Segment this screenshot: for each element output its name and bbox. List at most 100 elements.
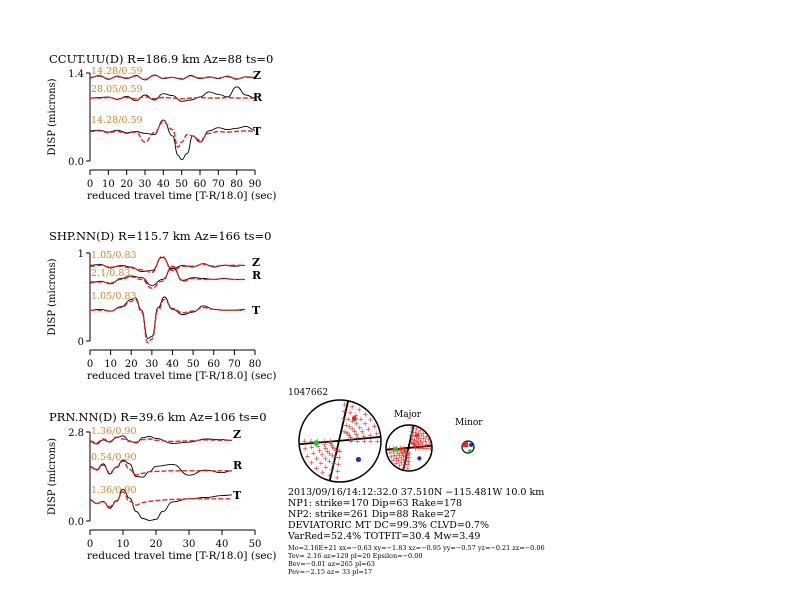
x-tick-label: 20 (125, 359, 138, 370)
polarity-mark: + (352, 428, 358, 436)
y-tick-label: 0.0 (68, 517, 84, 528)
x-tick-label: 20 (120, 179, 133, 190)
polarity-mark: + (421, 435, 427, 443)
polarity-mark: + (346, 423, 352, 431)
polarity-mark: + (362, 420, 368, 428)
polarity-mark: + (403, 457, 409, 465)
polarity-mark: + (409, 439, 415, 447)
polarity-mark: + (390, 445, 396, 453)
polarity-mark: + (402, 448, 408, 456)
polarity-mark: + (405, 461, 411, 469)
y-tick-label: 0.0 (68, 157, 84, 168)
trace-r-observed (89, 86, 256, 102)
polarity-mark: + (401, 445, 407, 453)
polarity-mark: + (318, 460, 324, 468)
polarity-mark: + (404, 449, 410, 457)
polarity-mark: + (405, 450, 411, 458)
fit-label: 1.05/0.83 (91, 250, 137, 261)
major-mechanism-b-axis (393, 446, 398, 452)
moment-line: Pev=−2.15 az= 33 pl=17 (288, 568, 373, 576)
polarity-mark: + (326, 458, 332, 466)
x-axis-label: reduced travel time [T-R/18.0] (sec) (87, 370, 277, 382)
polarity-mark: + (401, 452, 407, 460)
polarity-mark: + (354, 434, 360, 442)
polarity-mark: + (348, 435, 354, 443)
polarity-mark: + (422, 438, 428, 446)
polarity-mark: + (335, 467, 341, 475)
polarity-mark: + (337, 448, 343, 456)
polarity-mark: + (319, 451, 325, 459)
component-label: R (233, 459, 243, 472)
polarity-mark: + (330, 444, 336, 452)
polarity-mark: + (393, 460, 399, 468)
x-tick-label: 0 (87, 359, 93, 370)
polarity-mark: + (394, 447, 400, 455)
info-line: VarRed=52.4% TOTFIT=30.4 Mw=3.49 (288, 531, 481, 542)
y-tick-label: 2.8 (68, 428, 84, 439)
polarity-mark: + (357, 424, 363, 432)
polarity-mark: + (328, 440, 334, 448)
polarity-mark: + (368, 416, 374, 424)
y-axis-label: DISP (microns) (47, 438, 58, 515)
polarity-mark: + (412, 442, 418, 450)
info-line: 2013/09/16/14:12:32.0 37.510N −115.481W … (288, 487, 545, 498)
polarity-mark: + (395, 450, 401, 458)
polarity-mark: + (356, 406, 362, 414)
polarity-mark: + (393, 454, 399, 462)
x-tick-label: 10 (117, 539, 130, 550)
fit-label: 0.54/0.90 (91, 452, 137, 463)
component-label: Z (233, 428, 241, 441)
polarity-mark: + (322, 441, 328, 449)
panel-title: CCUT.UU(D) R=186.9 km Az=88 ts=0 (49, 52, 273, 66)
polarity-mark: + (413, 445, 419, 453)
x-tick-label: 50 (187, 359, 200, 370)
polarity-mark: + (335, 447, 341, 455)
polarity-mark: + (402, 447, 408, 455)
polarity-mark: + (365, 425, 371, 433)
polarity-mark: + (402, 453, 408, 461)
polarity-mark: + (413, 443, 419, 451)
polarity-mark: + (331, 460, 337, 468)
full-mechanism-t-axis (351, 415, 357, 422)
fit-label: 1.36/0.90 (91, 426, 137, 437)
major-mechanism: ++++++++++++++++++++++++++++++++++++++++… (385, 424, 433, 473)
polarity-mark: + (336, 454, 342, 462)
fit-label: 14.28/0.59 (91, 66, 143, 77)
x-tick-label: 90 (249, 179, 262, 190)
y-tick-label: 0 (78, 337, 84, 348)
polarity-mark: + (411, 432, 417, 440)
polarity-mark: + (368, 438, 374, 446)
polarity-mark: + (418, 432, 424, 440)
x-tick-label: 80 (230, 179, 243, 190)
polarity-mark: + (416, 435, 422, 443)
x-tick-label: 70 (228, 359, 241, 370)
polarity-mark: + (398, 454, 404, 462)
polarity-mark: + (329, 442, 335, 450)
component-label: T (233, 489, 242, 502)
panel-3: PRN.NN(D) R=39.6 km Az=106 ts=0 2.8 0.0 DIS… (47, 410, 277, 562)
polarity-mark: + (420, 445, 426, 453)
polarity-mark: + (374, 430, 380, 438)
event-id: 1047662 (288, 388, 328, 398)
fit-label: 1.05/0.83 (91, 291, 137, 302)
polarity-mark: + (401, 464, 407, 472)
polarity-mark: + (421, 429, 427, 437)
x-tick-label: 0 (87, 539, 93, 550)
minor-b-axis (468, 449, 472, 453)
polarity-mark: + (424, 445, 430, 453)
polarity-mark: + (419, 439, 425, 447)
polarity-mark: + (342, 401, 348, 409)
major-mechanism-nodal-plane-2 (385, 444, 432, 451)
polarity-mark: + (420, 442, 426, 450)
polarity-mark: + (333, 453, 339, 461)
polarity-mark: + (418, 437, 424, 445)
component-label: Z (253, 69, 261, 82)
polarity-mark: + (416, 441, 422, 449)
x-tick-label: 80 (249, 359, 262, 370)
polarity-mark: + (361, 438, 367, 446)
moment-line: Bev=−0.01 az=265 pl=63 (288, 560, 375, 568)
polarity-mark: + (358, 415, 364, 423)
polarity-mark: + (410, 440, 416, 448)
polarity-mark: + (409, 424, 415, 432)
